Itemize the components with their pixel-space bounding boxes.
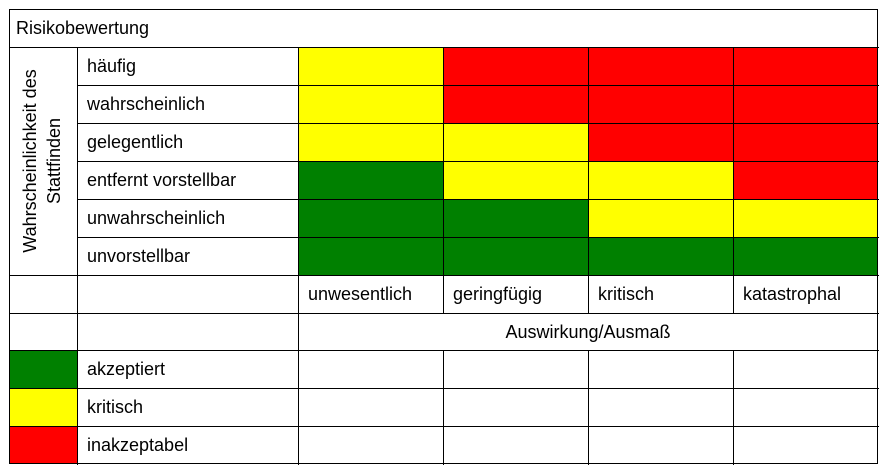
- risk-cell-kritisch: [298, 47, 443, 85]
- grid-line: [298, 350, 299, 465]
- grid-line: [9, 388, 879, 389]
- grid-line: [443, 350, 444, 465]
- legend-swatch-akzeptiert: [9, 350, 77, 388]
- impact-axis-label: Auswirkung/Ausmaß: [505, 321, 671, 342]
- risk-cell-inakzeptabel: [588, 85, 733, 123]
- grid-line: [298, 313, 299, 351]
- grid-line: [443, 47, 444, 314]
- legend-swatch-kritisch: [9, 388, 77, 426]
- risk-cell-akzeptiert: [298, 199, 443, 237]
- risk-cell-akzeptiert: [733, 237, 878, 275]
- impact-label-katastrophal: katastrophal: [743, 284, 842, 304]
- likelihood-axis-label-line-1: Wahrscheinlichkeit des: [20, 69, 40, 252]
- risk-cell-inakzeptabel: [588, 123, 733, 161]
- likelihood-label-unvorstellbar: unvorstellbar: [87, 246, 191, 266]
- likelihood-label-entfernt-vorstellbar: entfernt vorstellbar: [87, 170, 237, 190]
- risk-cell-akzeptiert: [298, 237, 443, 275]
- grid-line: [77, 161, 879, 162]
- grid-line: [9, 275, 879, 276]
- grid-line: [77, 85, 879, 86]
- grid-line: [9, 426, 879, 427]
- grid-line: [9, 313, 879, 314]
- risk-matrix: Risikobewertung Wahrscheinlichkeit des S…: [9, 9, 879, 465]
- likelihood-axis-label: Wahrscheinlichkeit des Stattfinden: [9, 47, 77, 275]
- risk-cell-akzeptiert: [298, 161, 443, 199]
- grid-line: [298, 47, 299, 314]
- risk-cell-kritisch: [733, 199, 878, 237]
- legend-swatch-inakzeptabel: [9, 426, 77, 464]
- grid-line: [588, 47, 589, 314]
- risk-cell-kritisch: [588, 161, 733, 199]
- risk-cell-kritisch: [588, 199, 733, 237]
- likelihood-label-gelegentlich: gelegentlich: [87, 132, 184, 152]
- grid-line: [77, 237, 879, 238]
- risk-cell-akzeptiert: [443, 237, 588, 275]
- risk-cell-inakzeptabel: [733, 85, 878, 123]
- impact-label-geringfugig: geringfügig: [453, 284, 543, 304]
- risk-cell-inakzeptabel: [733, 47, 878, 85]
- legend-label-akzeptiert: akzeptiert: [87, 359, 166, 379]
- impact-label-kritisch: kritisch: [598, 284, 655, 304]
- likelihood-axis-label-line-2: Stattfinden: [44, 118, 64, 204]
- grid-line: [733, 350, 734, 465]
- risk-cell-kritisch: [443, 161, 588, 199]
- matrix-title: Risikobewertung: [16, 18, 150, 38]
- likelihood-label-haufig: häufig: [87, 56, 137, 76]
- likelihood-label-wahrscheinlich: wahrscheinlich: [87, 94, 206, 114]
- grid-line: [733, 47, 734, 314]
- legend-label-kritisch: kritisch: [87, 397, 144, 417]
- grid-line: [588, 350, 589, 465]
- risk-cell-kritisch: [298, 85, 443, 123]
- risk-cell-akzeptiert: [443, 199, 588, 237]
- risk-cell-kritisch: [298, 123, 443, 161]
- impact-label-unwesentlich: unwesentlich: [308, 284, 413, 304]
- likelihood-label-unwahrscheinlich: unwahrscheinlich: [87, 208, 226, 228]
- grid-line: [9, 47, 879, 48]
- risk-cell-inakzeptabel: [588, 47, 733, 85]
- risk-cell-inakzeptabel: [443, 85, 588, 123]
- risk-cell-inakzeptabel: [733, 123, 878, 161]
- grid-line: [77, 47, 78, 465]
- grid-line: [77, 199, 879, 200]
- risk-cell-kritisch: [443, 123, 588, 161]
- risk-cell-akzeptiert: [588, 237, 733, 275]
- grid-line: [77, 123, 879, 124]
- grid-line: [9, 350, 879, 351]
- risk-cell-inakzeptabel: [733, 161, 878, 199]
- legend-label-inakzeptabel: inakzeptabel: [87, 435, 189, 455]
- risk-cell-inakzeptabel: [443, 47, 588, 85]
